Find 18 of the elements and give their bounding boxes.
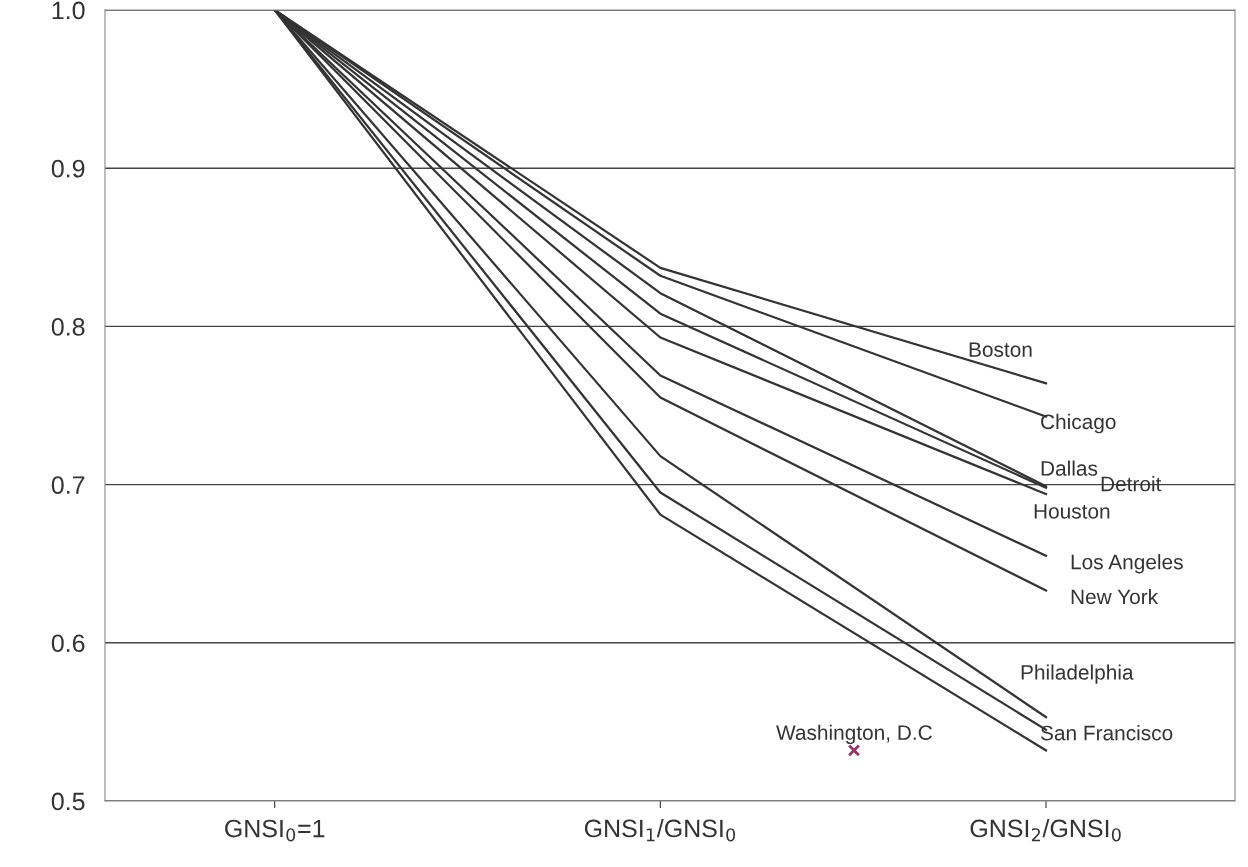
y-tick-label: 0.7 — [51, 476, 85, 494]
series-label: Houston — [1034, 504, 1110, 519]
series-label: Washington, D.C — [776, 724, 932, 745]
series-label: Chicago — [1041, 413, 1116, 434]
series-label: San Francisco — [1040, 725, 1173, 741]
series-label: Los Angeles — [1071, 554, 1183, 574]
y-tick-label: 0.6 — [51, 634, 85, 653]
y-tick-label: 0.9 — [51, 159, 85, 178]
x-tick-label: GNSI$_{2}$/GNSI$_{0}$ — [970, 818, 1121, 842]
series-label: New York — [1071, 588, 1159, 605]
y-tick-label: 0.5 — [51, 792, 85, 811]
y-tick-label: 0.8 — [51, 318, 85, 336]
series-label: Dallas — [1041, 460, 1098, 476]
series-label: Philadelphia — [1021, 664, 1134, 684]
x-tick-label: GNSI$_{0}$=1 — [225, 819, 325, 842]
x-tick-label: GNSI$_{1}$/GNSI$_{0}$ — [584, 818, 736, 842]
series-label: Boston — [969, 342, 1032, 357]
y-tick-label: 1.0 — [52, 1, 85, 20]
